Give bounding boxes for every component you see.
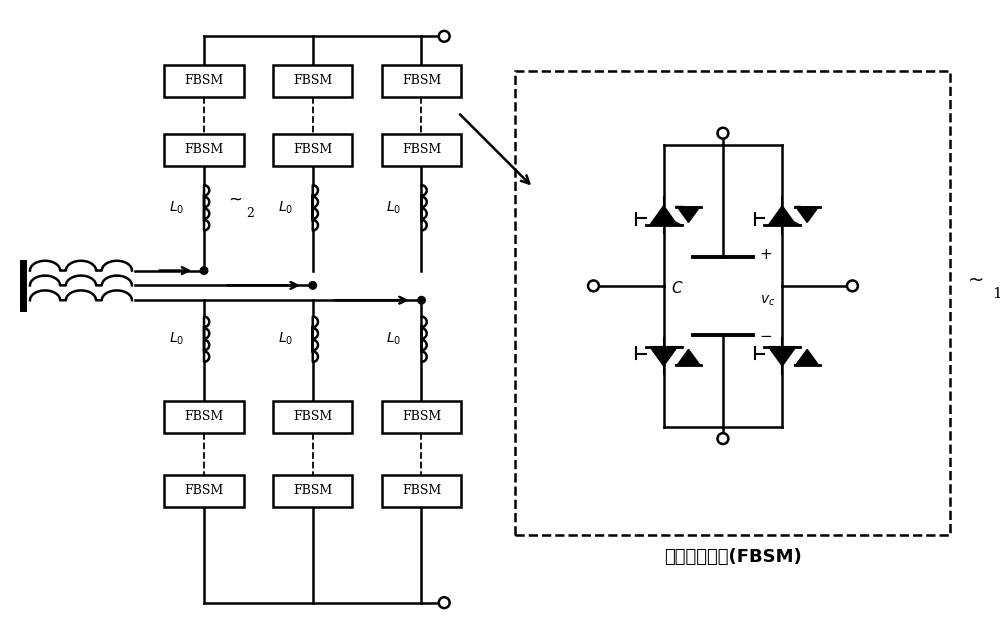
Circle shape: [439, 31, 450, 41]
Circle shape: [718, 433, 728, 444]
Circle shape: [718, 128, 728, 138]
Text: FBSM: FBSM: [402, 484, 441, 498]
Text: FBSM: FBSM: [293, 74, 332, 87]
Text: FBSM: FBSM: [184, 484, 224, 498]
Circle shape: [418, 297, 425, 304]
Bar: [273, 475, 352, 507]
Bar: [273, 65, 352, 96]
Text: FBSM: FBSM: [184, 144, 224, 156]
Text: $v_c$: $v_c$: [760, 293, 775, 308]
Text: FBSM: FBSM: [293, 484, 332, 498]
Bar: [164, 401, 244, 433]
Polygon shape: [677, 350, 700, 364]
Text: FBSM: FBSM: [402, 74, 441, 87]
Polygon shape: [768, 346, 796, 366]
Text: +: +: [760, 248, 772, 262]
Circle shape: [847, 281, 858, 292]
Polygon shape: [650, 346, 677, 366]
Bar: [164, 65, 244, 96]
Text: $L_0$: $L_0$: [169, 200, 184, 216]
Text: 1: 1: [992, 287, 1000, 300]
Text: FBSM: FBSM: [293, 144, 332, 156]
Text: $L_0$: $L_0$: [278, 331, 293, 348]
Bar: [164, 475, 244, 507]
Polygon shape: [796, 350, 818, 364]
Bar: [273, 134, 352, 166]
Polygon shape: [796, 207, 818, 223]
Bar: [382, 475, 461, 507]
Text: $L_0$: $L_0$: [386, 200, 402, 216]
Bar: [382, 401, 461, 433]
Polygon shape: [768, 206, 796, 225]
Text: 全桥型子模块(FBSM): 全桥型子模块(FBSM): [664, 548, 802, 566]
Text: $L_0$: $L_0$: [278, 200, 293, 216]
Text: FBSM: FBSM: [402, 144, 441, 156]
Bar: [273, 401, 352, 433]
Text: $L_0$: $L_0$: [386, 331, 402, 348]
Text: FBSM: FBSM: [184, 410, 224, 424]
Bar: [382, 134, 461, 166]
Bar: [164, 134, 244, 166]
Circle shape: [588, 281, 599, 292]
Text: 2: 2: [247, 207, 254, 220]
Circle shape: [309, 281, 317, 289]
Bar: [382, 65, 461, 96]
Circle shape: [439, 597, 450, 608]
Circle shape: [200, 267, 208, 274]
Text: FBSM: FBSM: [402, 410, 441, 424]
Text: FBSM: FBSM: [293, 410, 332, 424]
Text: ~: ~: [968, 271, 984, 290]
Polygon shape: [677, 207, 700, 223]
Text: $L_0$: $L_0$: [169, 331, 184, 348]
Bar: [515, 71, 950, 535]
Text: −: −: [760, 329, 772, 345]
Text: FBSM: FBSM: [184, 74, 224, 87]
Polygon shape: [650, 206, 677, 225]
Text: ~: ~: [229, 191, 243, 209]
Text: $C$: $C$: [671, 280, 683, 296]
